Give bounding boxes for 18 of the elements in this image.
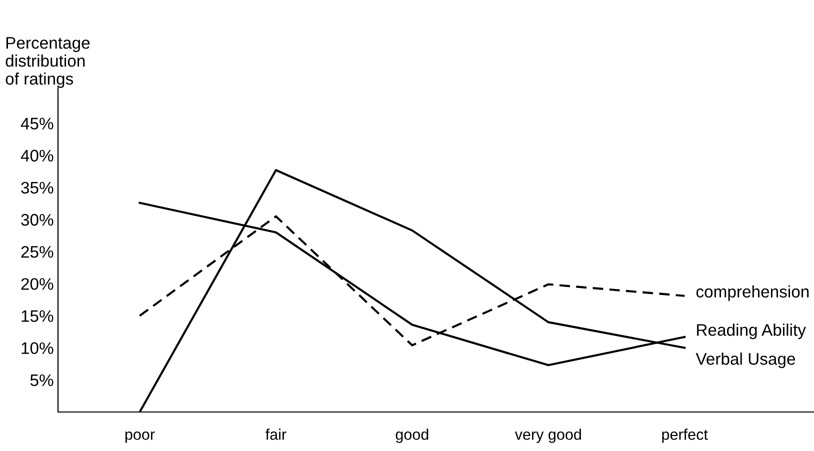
y-axis-title: Percentage distribution of ratings bbox=[6, 37, 90, 88]
series-label: Reading Ability bbox=[697, 324, 806, 340]
y-tick-label: 35% bbox=[21, 182, 54, 194]
y-tick-label: 40% bbox=[20, 150, 54, 162]
y-tick-label: 25% bbox=[21, 246, 54, 258]
y-tick-label: 45% bbox=[20, 118, 54, 130]
x-tick-label: fair bbox=[266, 428, 286, 440]
y-tick-label: 5% bbox=[30, 374, 54, 386]
series-label: comprehension bbox=[696, 285, 809, 301]
x-tick-label: good bbox=[396, 428, 428, 443]
series-label: Verbal Usage bbox=[696, 352, 796, 368]
y-tick-label: 30% bbox=[21, 214, 54, 226]
y-tick-label: 15% bbox=[22, 310, 54, 322]
x-tick-label: poor bbox=[125, 432, 155, 443]
x-tick-label: perfect bbox=[662, 428, 708, 443]
x-tick-label: very good bbox=[514, 428, 581, 443]
y-tick-label: 10% bbox=[22, 342, 54, 354]
y-tick-label: 20% bbox=[21, 278, 54, 290]
